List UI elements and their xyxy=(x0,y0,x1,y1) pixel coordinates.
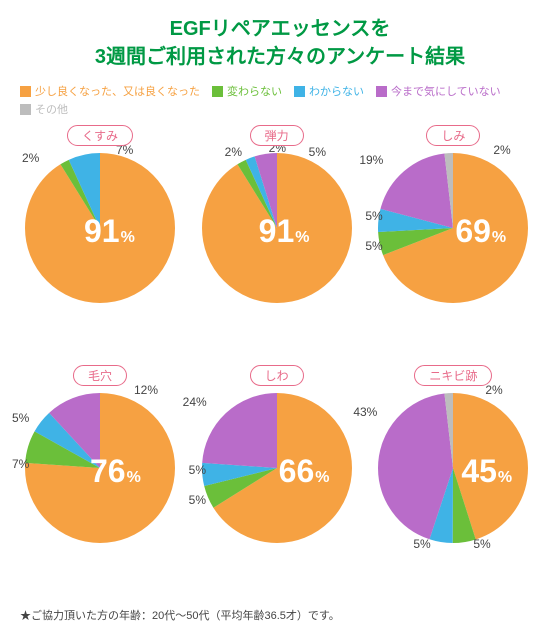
slice-label: 12% xyxy=(134,383,158,397)
legend-swatch xyxy=(20,104,31,115)
main-title: EGFリペアエッセンスを 3週間ご利用された方々のアンケート結果 xyxy=(20,15,540,71)
slice-label: 5% xyxy=(189,463,206,477)
percent-sign: % xyxy=(315,469,329,486)
charts-grid: くすみ91%2%7%弾力91%2%2%5%しみ69%5%5%19%2%毛穴76%… xyxy=(20,125,540,595)
slice-label: 5% xyxy=(365,209,382,223)
slice-label: 43% xyxy=(353,405,377,419)
slice-label: 5% xyxy=(365,239,382,253)
big-percent-value: 69 xyxy=(455,213,491,249)
slice-label: 2% xyxy=(22,151,39,165)
legend-swatch xyxy=(294,86,305,97)
legend-swatch xyxy=(20,86,31,97)
chart-title: ニキビ跡 xyxy=(414,365,492,386)
pie-chart: ニキビ跡45%5%5%43%2% xyxy=(373,365,533,595)
legend-label: 少し良くなった、又は良くなった xyxy=(35,83,200,99)
infographic-container: EGFリペアエッセンスを 3週間ご利用された方々のアンケート結果 少し良くなった… xyxy=(0,0,560,633)
big-percent-value: 91 xyxy=(259,213,295,249)
chart-title: しみ xyxy=(426,125,480,146)
slice-label: 2% xyxy=(493,143,510,157)
percent-sign: % xyxy=(498,469,512,486)
legend: 少し良くなった、又は良くなった 変わらない わからない 今まで気にしていないその他 xyxy=(20,83,540,117)
legend-item: 変わらない xyxy=(212,83,282,99)
big-percent-label: 76% xyxy=(90,453,141,490)
legend-label: わからない xyxy=(309,83,364,99)
big-percent-label: 66% xyxy=(279,453,330,490)
big-percent-value: 76 xyxy=(90,453,126,489)
slice-label: 2% xyxy=(225,145,242,159)
big-percent-label: 91% xyxy=(84,213,135,250)
legend-item: その他 xyxy=(20,101,68,117)
pie-chart: しわ66%5%5%24% xyxy=(197,365,357,595)
chart-title: くすみ xyxy=(67,125,133,146)
slice-label: 5% xyxy=(12,411,29,425)
slice-label: 7% xyxy=(12,457,29,471)
big-percent-label: 45% xyxy=(461,453,512,490)
chart-title: 弾力 xyxy=(250,125,304,146)
slice-label: 19% xyxy=(359,153,383,167)
big-percent-label: 91% xyxy=(259,213,310,250)
legend-item: 少し良くなった、又は良くなった xyxy=(20,83,200,99)
title-line2: 3週間ご利用された方々のアンケート結果 xyxy=(95,46,465,68)
percent-sign: % xyxy=(492,229,506,246)
title-line1: EGFリペアエッセンスを xyxy=(170,18,391,40)
legend-swatch xyxy=(376,86,387,97)
pie-chart: 弾力91%2%2%5% xyxy=(197,125,357,355)
legend-label: 変わらない xyxy=(227,83,282,99)
pie-chart: しみ69%5%5%19%2% xyxy=(373,125,533,355)
percent-sign: % xyxy=(121,229,135,246)
slice-label: 5% xyxy=(473,537,490,551)
chart-title: 毛穴 xyxy=(73,365,127,386)
percent-sign: % xyxy=(127,469,141,486)
slice-label: 2% xyxy=(485,383,502,397)
pie-chart: くすみ91%2%7% xyxy=(20,125,180,355)
chart-title: しわ xyxy=(250,365,304,386)
pie-chart: 毛穴76%7%5%12% xyxy=(20,365,180,595)
big-percent-value: 91 xyxy=(84,213,120,249)
slice-label: 24% xyxy=(183,395,207,409)
slice-label: 5% xyxy=(309,145,326,159)
slice-label: 5% xyxy=(189,493,206,507)
legend-item: 今まで気にしていない xyxy=(376,83,501,99)
legend-swatch xyxy=(212,86,223,97)
legend-item: わからない xyxy=(294,83,364,99)
legend-label: 今まで気にしていない xyxy=(391,83,501,99)
big-percent-value: 66 xyxy=(279,453,315,489)
big-percent-value: 45 xyxy=(461,453,497,489)
big-percent-label: 69% xyxy=(455,213,506,250)
percent-sign: % xyxy=(295,229,309,246)
legend-label: その他 xyxy=(35,101,68,117)
slice-label: 5% xyxy=(413,537,430,551)
footnote: ★ご協力頂いた方の年齢：20代～50代（平均年齢36.5才）です。 xyxy=(20,607,540,623)
